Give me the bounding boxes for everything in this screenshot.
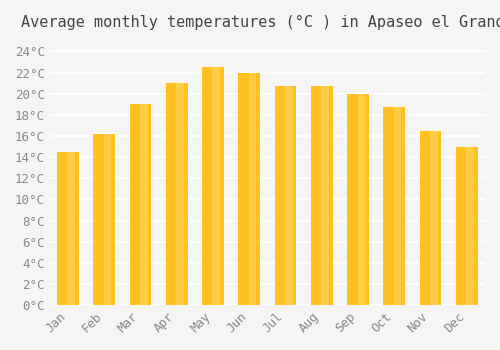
Bar <box>347 94 369 305</box>
Bar <box>130 104 152 305</box>
Bar <box>212 67 220 305</box>
Bar <box>68 152 75 305</box>
Bar <box>166 83 188 305</box>
Bar <box>285 86 292 305</box>
Bar <box>238 72 260 305</box>
Bar <box>466 147 474 305</box>
Bar <box>140 104 147 305</box>
Bar <box>311 86 332 305</box>
Title: Average monthly temperatures (°C ) in Apaseo el Grande: Average monthly temperatures (°C ) in Ap… <box>21 15 500 30</box>
Bar <box>358 94 365 305</box>
Bar <box>104 134 112 305</box>
Bar <box>94 134 115 305</box>
Bar <box>274 86 296 305</box>
Bar <box>57 152 79 305</box>
Bar <box>322 86 329 305</box>
Bar <box>249 72 256 305</box>
Bar <box>430 131 438 305</box>
Bar <box>384 107 405 305</box>
Bar <box>394 107 402 305</box>
Bar <box>456 147 477 305</box>
Bar <box>202 67 224 305</box>
Bar <box>420 131 442 305</box>
Bar <box>176 83 184 305</box>
